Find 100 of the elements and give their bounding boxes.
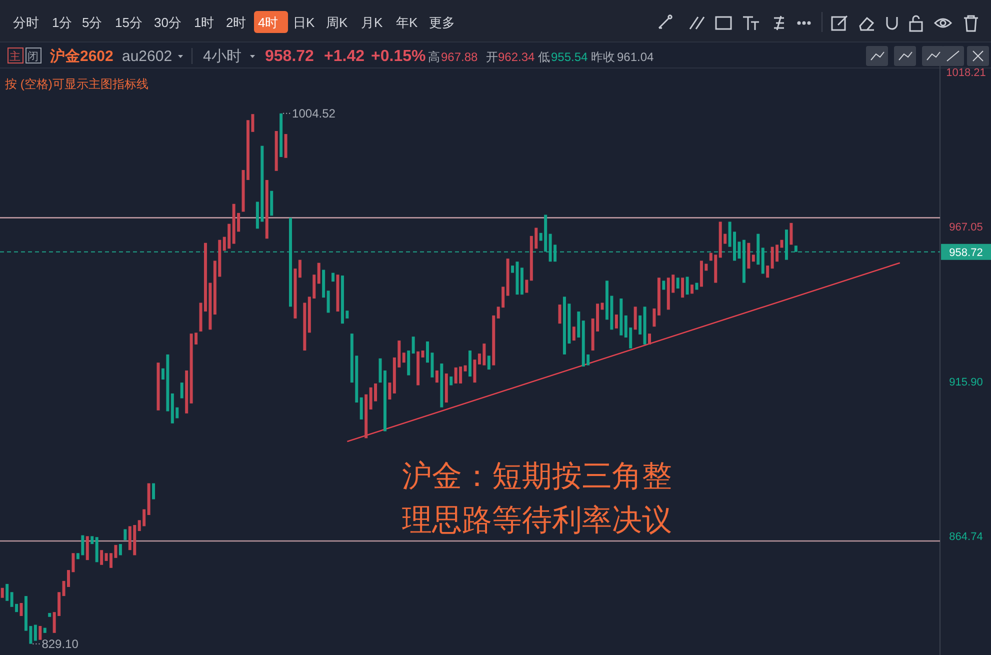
candlestick — [558, 304, 562, 324]
chart-title: 沪金2602 — [49, 47, 114, 65]
ref-line-label: 958.72 — [949, 246, 983, 259]
text: 15分 — [115, 15, 142, 30]
candlestick — [464, 365, 467, 372]
text: 年K — [396, 15, 418, 30]
candlestick — [450, 376, 453, 386]
text: 30分 — [154, 15, 182, 30]
candlestick — [742, 240, 746, 283]
candlestick — [336, 274, 340, 312]
candlestick — [156, 362, 160, 410]
candlestick — [147, 483, 150, 516]
candlestick — [124, 529, 127, 540]
text: 5分 — [82, 15, 102, 30]
candlestick — [34, 624, 37, 641]
candlestick — [681, 278, 684, 298]
candlestick — [790, 222, 793, 245]
candlestick — [747, 242, 750, 269]
text: 961.04 — [617, 50, 654, 64]
y-tick-label: 915.90 — [949, 376, 983, 388]
candlestick — [20, 602, 23, 616]
candlestick — [620, 298, 623, 336]
candlestick — [634, 306, 637, 330]
candlestick — [766, 266, 770, 278]
candlestick — [794, 246, 798, 252]
candlestick — [317, 262, 320, 284]
text: 闭 — [28, 51, 38, 63]
annotation: 沪金：短期按三角整理思路等待利率决议 — [402, 460, 672, 537]
candlestick — [686, 276, 689, 295]
text: 日K — [293, 15, 315, 30]
candlestick — [360, 397, 363, 420]
candlestick — [6, 584, 9, 601]
candlestick — [364, 394, 368, 438]
candlestick — [676, 278, 680, 289]
text: 周K — [326, 15, 348, 30]
text: 958.72 — [265, 48, 314, 65]
candlestick — [0, 588, 4, 598]
text: 4时 — [258, 15, 278, 30]
candlestick — [690, 284, 694, 294]
candlestick — [38, 626, 42, 640]
text: au2602 — [122, 48, 172, 65]
candlestick — [280, 113, 283, 158]
text: 4小时 — [203, 48, 242, 65]
text: 1时 — [194, 15, 214, 30]
candlestick — [402, 352, 406, 363]
candlestick — [284, 134, 288, 158]
text: 月K — [361, 15, 383, 30]
candlestick — [416, 351, 420, 386]
candlestick — [473, 360, 476, 383]
text: 主 — [10, 50, 20, 63]
candlestick — [270, 190, 274, 216]
text: 按 (空格)可显示主图指标线 — [5, 77, 148, 91]
candlestick — [643, 306, 646, 344]
candlestick — [761, 248, 764, 274]
candlestick — [487, 356, 490, 370]
candlestick — [303, 302, 306, 351]
candlestick — [752, 254, 755, 262]
candlestick — [322, 270, 326, 298]
candlestick — [180, 382, 184, 398]
text: 开 — [486, 50, 498, 64]
candlestick — [388, 382, 392, 400]
candlestick — [332, 272, 335, 282]
candlestick — [298, 260, 302, 278]
candlestick — [506, 258, 510, 296]
candlestick — [274, 131, 278, 171]
text: 1分 — [52, 15, 72, 30]
text: 分时 — [13, 15, 39, 30]
candlestick — [780, 240, 784, 248]
y-tick-label: 1018.21 — [946, 67, 986, 80]
candlestick — [520, 268, 524, 295]
text: 低 — [538, 50, 550, 64]
candlestick — [435, 370, 438, 383]
candlestick — [648, 334, 651, 344]
candlestick — [185, 370, 188, 414]
candlestick — [48, 612, 52, 617]
annotation: 829.10 — [42, 636, 79, 651]
candlestick — [100, 550, 104, 565]
candlestick — [572, 326, 576, 341]
candlestick — [638, 315, 642, 334]
annotation: 1004.52 — [292, 106, 336, 120]
candlestick — [657, 278, 660, 316]
candlestick — [444, 374, 448, 403]
candlestick — [43, 628, 46, 633]
candlestick — [468, 350, 472, 377]
candlestick — [90, 536, 94, 544]
candlestick — [662, 280, 666, 290]
candlestick — [289, 218, 292, 307]
text: 更多 — [429, 15, 455, 30]
y-tick-label: 864.74 — [949, 531, 983, 544]
candlestick — [407, 350, 410, 376]
candlestick — [577, 312, 580, 338]
candlestick — [652, 308, 656, 327]
candlestick — [294, 268, 297, 318]
text: +1.42 — [324, 48, 365, 65]
candlestick — [421, 350, 424, 358]
candlestick — [784, 230, 788, 260]
y-tick-label: 967.05 — [949, 222, 983, 234]
candlestick — [756, 234, 760, 265]
text: 昨收 — [591, 50, 615, 64]
candlestick — [412, 336, 415, 354]
